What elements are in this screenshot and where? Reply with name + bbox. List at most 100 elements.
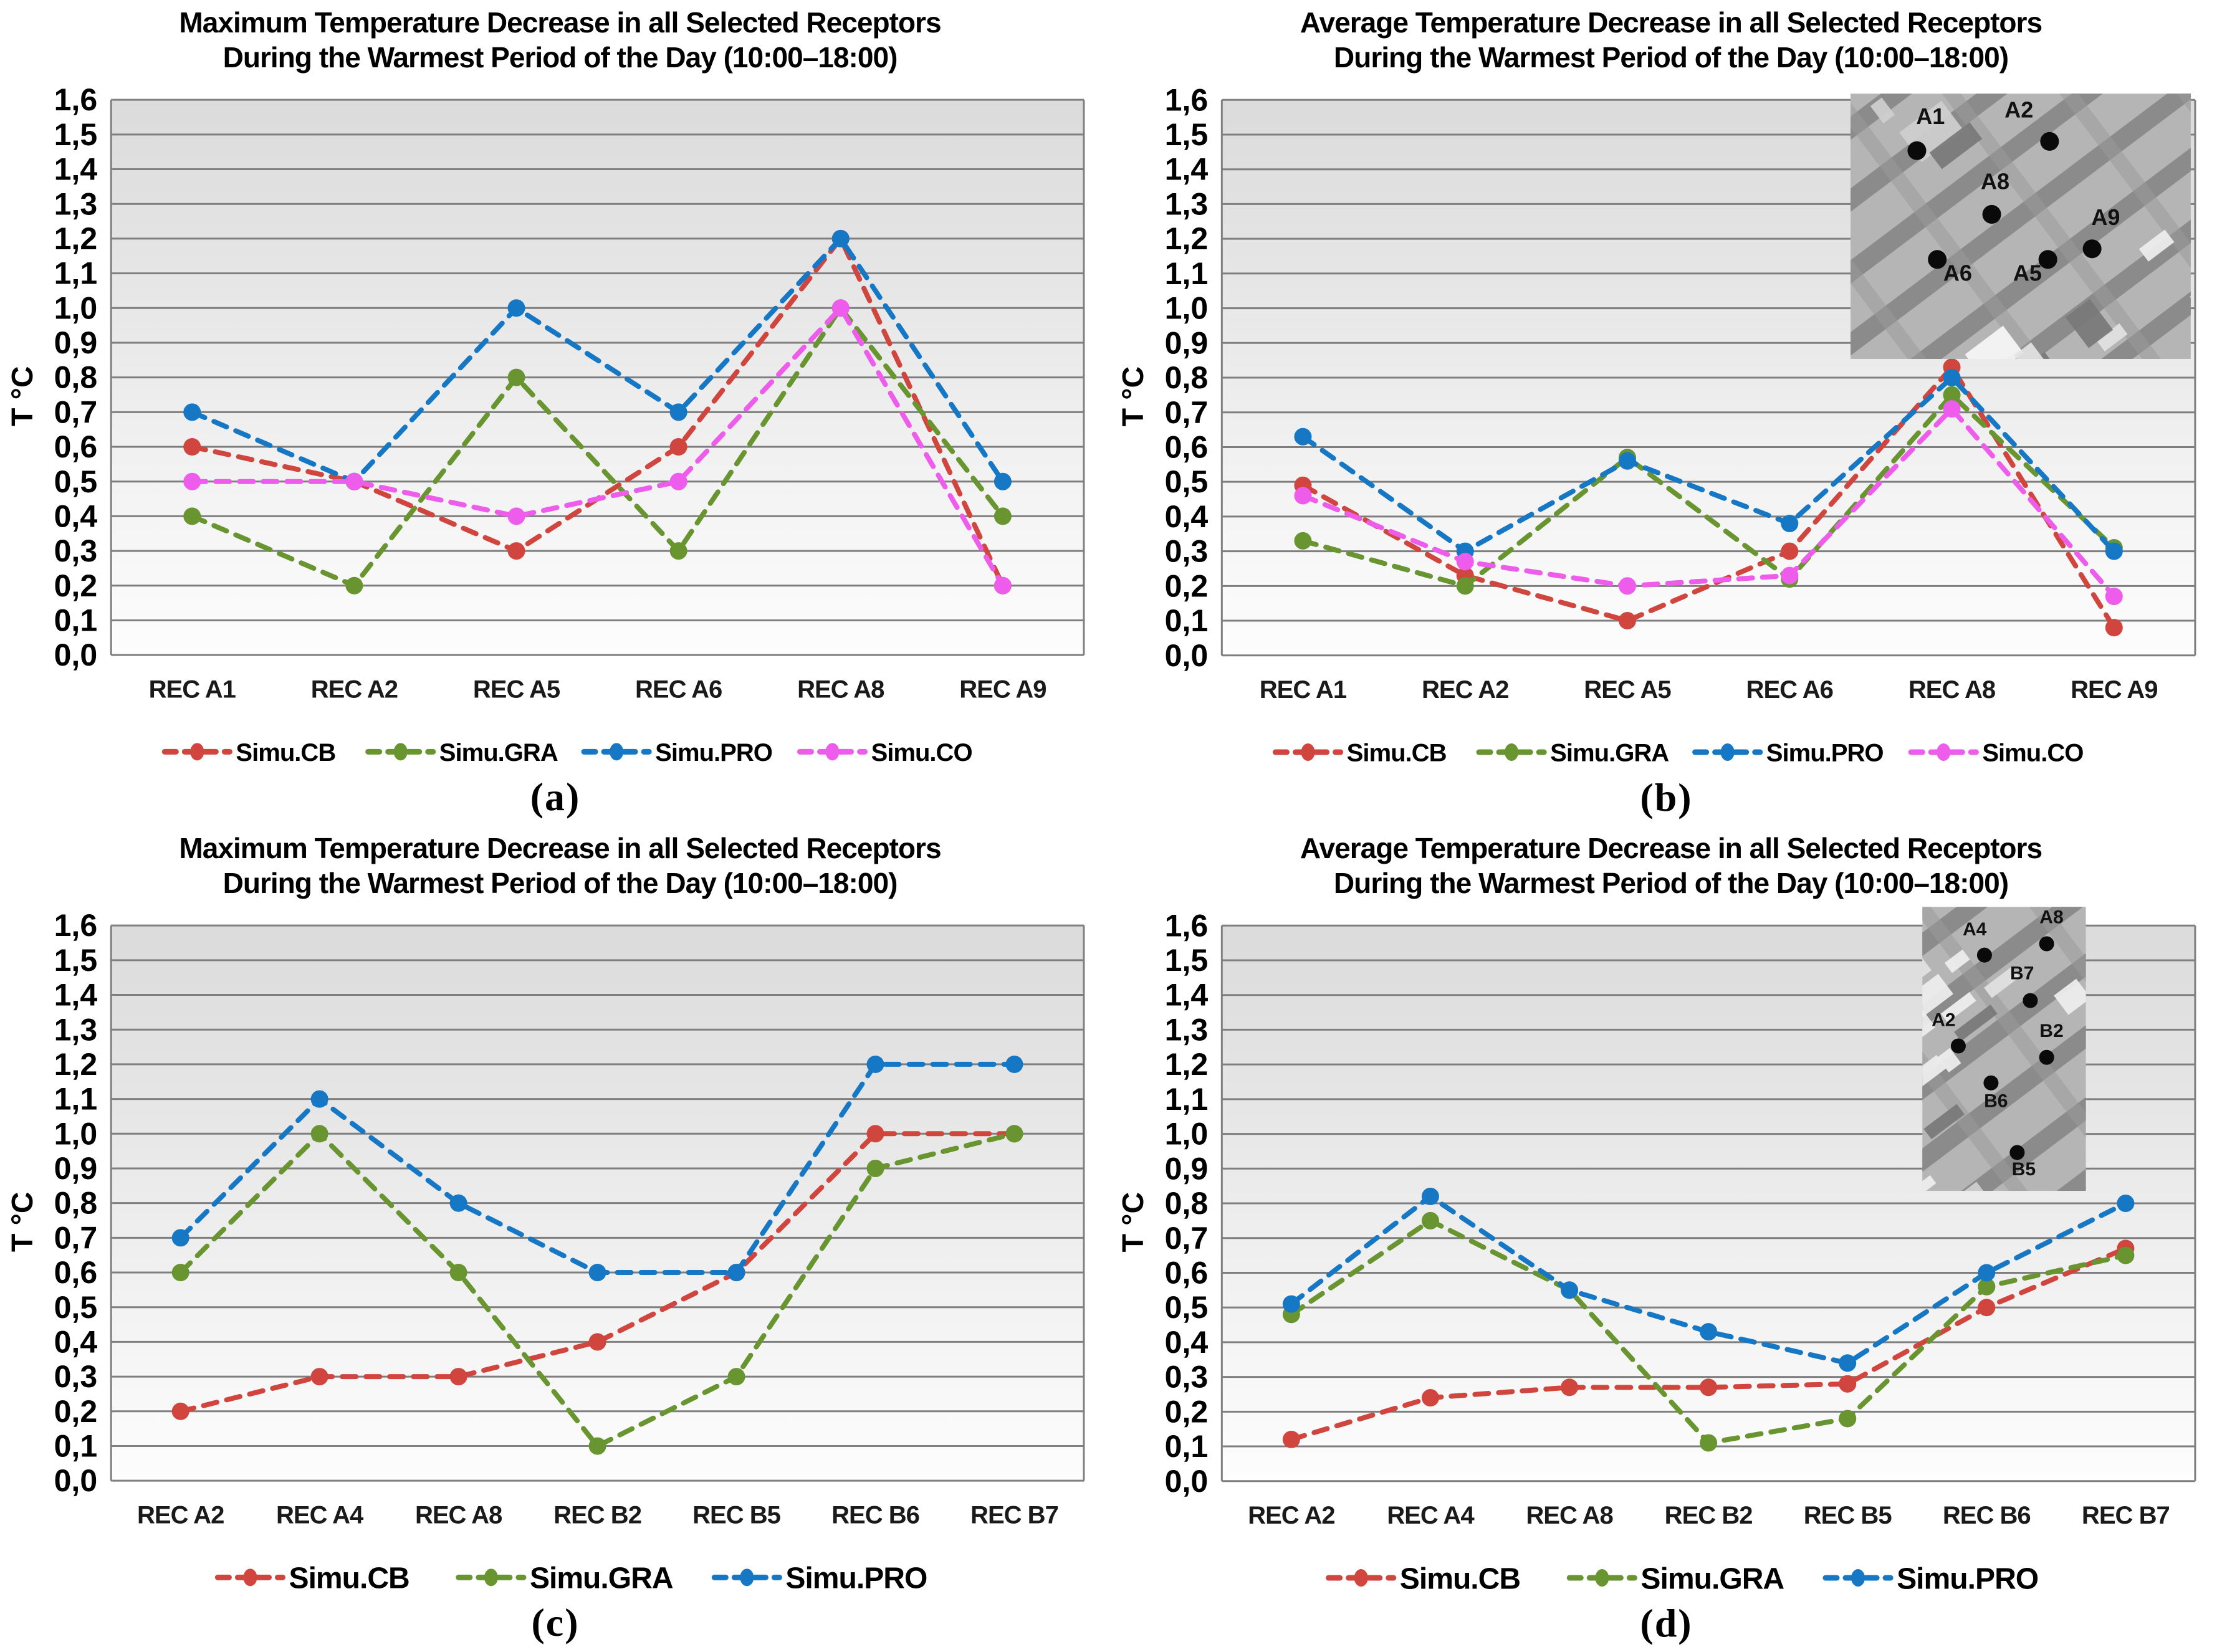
inset-receptor-dot [2040,131,2059,151]
inset-receptor-label: A5 [2013,260,2042,285]
x-category-label: REC B2 [553,1501,641,1529]
series-line [189,305,1005,588]
y-tick-label: 1,1 [1165,1082,1209,1117]
data-point [310,1125,328,1143]
inset-building [1960,826,1991,829]
data-point [449,1368,467,1386]
inset-building [2188,862,2222,919]
y-tick-label: 0,7 [1165,1221,1209,1256]
x-category-label: REC A9 [959,676,1046,703]
inset-cross-street [1922,907,2086,1191]
legend-label: Simu.CB [1347,739,1447,766]
y-tick-label: 0,0 [1165,638,1209,673]
inset-street [1922,907,2086,1144]
y-tick-label: 1,5 [54,117,98,152]
data-point [449,1194,467,1212]
data-point [1421,1187,1439,1205]
inset-building [2138,229,2175,262]
y-tick-label: 0,3 [1165,1360,1209,1395]
y-tick-label: 1,5 [1165,117,1209,152]
data-point [507,507,525,525]
series-line [1300,365,2117,631]
legend-marker-dot [740,1568,754,1587]
y-tick-label: 0,4 [54,1324,98,1359]
chart-c-svg: 0,00,10,20,30,40,50,60,70,80,91,01,11,21… [6,832,1085,1595]
x-category-label: REC A8 [415,1501,502,1529]
data-point [831,229,850,247]
inset-aerial-map: A4 A8 B7 A2 B2 B6 B5 [1922,826,2222,1237]
data-point [1781,515,1799,533]
y-tick-label: 1,3 [54,186,98,221]
inset-receptor-dot [2038,250,2057,269]
y-tick-label: 0,2 [1165,1394,1209,1429]
data-point [588,1437,606,1455]
y-tick-label: 1,2 [1165,221,1209,256]
inset-cross-street [1944,93,2191,359]
data-point [1781,542,1799,560]
inset-building [1923,1104,1965,1140]
data-point [2105,542,2123,560]
y-tick-label: 0,7 [54,394,98,429]
chart-title-line1: Average Temperature Decrease in all Sele… [1300,6,2042,39]
data-point [183,438,201,456]
data-point [1618,577,1637,595]
legend-marker-dot [190,743,204,761]
x-category-label: REC B6 [831,1501,919,1529]
data-point [2105,588,2123,606]
legend-label: Simu.GRA [530,1562,673,1595]
y-tick-label: 0,4 [54,499,98,533]
x-category-label: REC A2 [137,1501,224,1529]
legend-marker-dot [1851,1568,1865,1587]
legend: Simu.CB Simu.GRA Simu.PRO Simu.CO [161,739,973,766]
data-point [1421,1211,1439,1229]
y-tick-label: 0,6 [54,429,98,464]
y-tick-label: 0,9 [54,1151,98,1186]
data-point [1618,612,1637,630]
panel-a: 0,0 0,1 0,2 0,3 0,4 0,5 0,6 0,7 0,8 0,9 1,0 1,1 1,2 1… [0,0,1111,826]
caption-d: (d) [1640,1601,1693,1646]
data-point [2105,619,2123,637]
data-point [1839,1375,1857,1393]
y-tick-label: 1,2 [54,1047,98,1082]
legend: Simu.CB Simu.GRA Simu.PRO Simu.CO [1272,739,2084,766]
chart-title-line2: During the Warmest Period of the Day (10… [223,867,898,899]
data-point [310,1090,328,1108]
y-tick-label: 1,1 [54,256,98,291]
legend-item: Simu.CO [1908,739,2084,766]
inset-receptor-label: A4 [1963,919,1987,940]
inset-building [1922,946,1932,983]
y-tick-label: 0,0 [54,1463,98,1498]
inset-cross-street [1922,907,2086,1191]
series-Simu.CO [1294,400,2123,606]
data-point [449,1264,467,1282]
y-tick-label: 1,4 [54,152,98,187]
legend-label: Simu.CO [1982,739,2083,766]
legend-item: Simu.CO [797,739,973,766]
y-tick-label: 0,8 [54,1186,98,1221]
data-point [1005,1125,1023,1143]
data-point [1943,386,1961,404]
legend-label: Simu.GRA [1550,739,1669,766]
y-tick-label: 0,1 [1165,1429,1209,1464]
data-point [2117,1246,2135,1264]
legend: Simu.CB Simu.GRA Simu.PRO [1326,1562,2039,1595]
inset-building [2096,323,2128,351]
data-point [669,403,687,421]
inset-street [1850,93,2191,359]
chart-title-line1: Average Temperature Decrease in all Sele… [1300,832,2042,864]
inset-cross-street [1850,93,2191,359]
panel-b: 0,0 0,1 0,2 0,3 0,4 0,5 0,6 0,7 0,8 0,9 1,0 1,1 1,2 1… [1111,0,2222,826]
legend-label: Simu.CB [289,1562,409,1595]
caption-a: (a) [530,775,581,819]
y-tick-label: 1,5 [1165,943,1209,978]
y-tick-label: 1,5 [54,943,98,978]
x-category-label: REC A8 [1908,676,1996,704]
y-axis-title: T °C [6,366,39,426]
series-Simu.PRO [171,1055,1023,1282]
y-tick-label: 0,3 [1165,534,1209,569]
inset-building [1984,967,2020,998]
x-category-label: REC A2 [1422,676,1508,704]
inset-building [2197,1190,2222,1237]
data-point [1781,566,1799,585]
